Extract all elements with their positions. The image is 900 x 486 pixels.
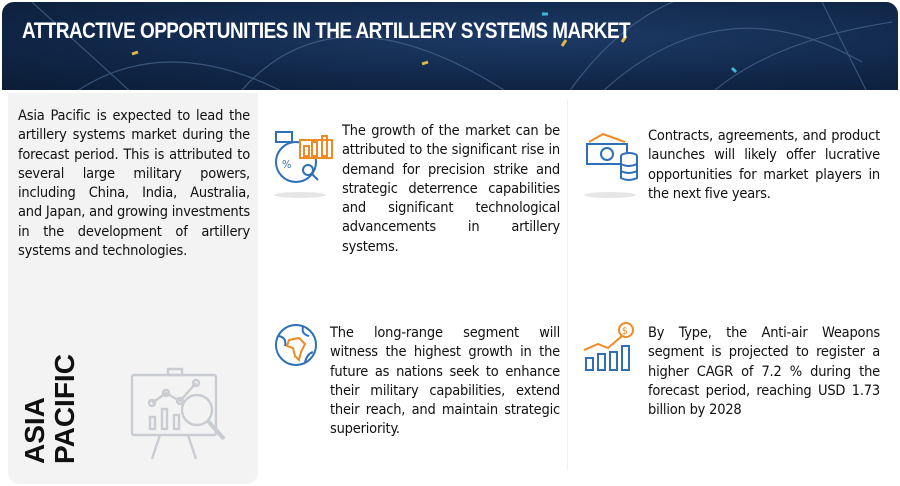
presentation-analytics-icon xyxy=(130,367,226,460)
region-label: ASIA PACIFIC xyxy=(19,314,80,464)
insight-card-1: The growth of the market can be attribut… xyxy=(342,123,560,255)
insight-card-2: Contracts, agreements, and product launc… xyxy=(648,128,880,202)
insight-card-4: By Type, the Anti-air Weapons segment is… xyxy=(648,325,880,419)
icon-shadow xyxy=(584,192,636,198)
icon-shadow xyxy=(274,192,326,198)
region-line-1: ASIA xyxy=(19,397,50,464)
svg-text:%: % xyxy=(282,158,291,171)
region-line-2: PACIFIC xyxy=(49,354,80,464)
percent-growth-chart-icon: % xyxy=(275,131,333,183)
column-divider xyxy=(567,100,568,470)
svg-text:$: $ xyxy=(622,326,628,337)
region-description: Asia Pacific is expected to lead the art… xyxy=(18,108,251,260)
money-coins-icon xyxy=(586,132,638,181)
dollar-growth-chart-icon: $ xyxy=(583,322,634,371)
decorative-arcs xyxy=(31,2,893,90)
globe-icon xyxy=(275,324,317,366)
insight-card-3: The long-range segment will witness the … xyxy=(330,325,560,438)
region-panel: Asia Pacific is expected to lead the art… xyxy=(8,93,258,484)
page-title: ATTRACTIVE OPPORTUNITIES IN THE ARTILLER… xyxy=(22,18,631,43)
header-banner: ATTRACTIVE OPPORTUNITIES IN THE ARTILLER… xyxy=(2,2,898,90)
